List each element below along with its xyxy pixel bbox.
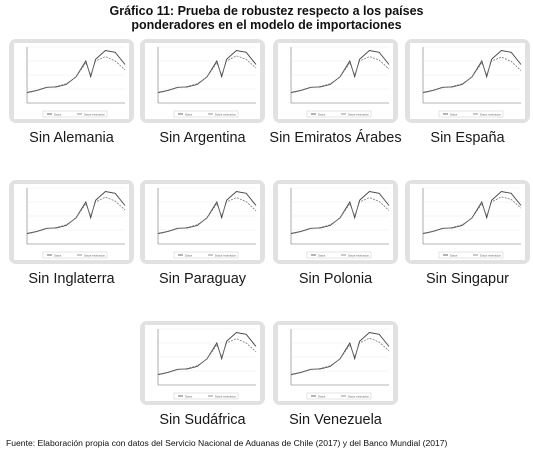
chart-card: Datos Datos estimados bbox=[9, 39, 134, 123]
line-chart: Datos Datos estimados bbox=[145, 43, 260, 119]
legend-label: Datos bbox=[185, 254, 193, 258]
legend-label: Datos estimados bbox=[348, 254, 369, 258]
line-chart: Datos Datos estimados bbox=[145, 184, 260, 260]
chart-card: Datos Datos estimados bbox=[405, 180, 530, 264]
legend-label: Datos estimados bbox=[215, 254, 236, 258]
series-line bbox=[290, 337, 390, 376]
legend-label: Datos bbox=[450, 113, 458, 117]
series-line bbox=[157, 50, 257, 93]
legend-label: Datos bbox=[450, 254, 458, 258]
legend-label: Datos bbox=[54, 113, 62, 117]
legend-box bbox=[438, 251, 504, 259]
legend-label: Datos estimados bbox=[348, 113, 369, 117]
legend-box bbox=[42, 251, 108, 259]
legend-label: Datos estimados bbox=[480, 254, 501, 258]
legend-label: Datos estimados bbox=[84, 113, 105, 117]
chart-card: Datos Datos estimados bbox=[140, 39, 265, 123]
plot-background bbox=[410, 184, 525, 260]
line-chart: Datos Datos estimados bbox=[14, 43, 129, 119]
figure-title: Gráfico 11: Prueba de robustez respecto … bbox=[0, 4, 533, 32]
plot-background bbox=[410, 43, 525, 119]
series-line bbox=[157, 55, 257, 94]
chart-card: Datos Datos estimados bbox=[140, 180, 265, 264]
series-line bbox=[422, 56, 522, 94]
legend-label: Datos estimados bbox=[348, 395, 369, 399]
series-line bbox=[157, 197, 257, 235]
plot-background bbox=[145, 184, 260, 260]
chart-card: Datos Datos estimados bbox=[273, 39, 398, 123]
chart-caption: Sin Paraguay bbox=[158, 271, 247, 287]
series-line bbox=[26, 191, 126, 234]
legend-box bbox=[173, 251, 239, 259]
chart-caption: Sin Venezuela bbox=[289, 412, 382, 428]
line-chart: Datos Datos estimados bbox=[278, 43, 393, 119]
legend-box bbox=[42, 110, 108, 118]
legend-label: Datos estimados bbox=[215, 395, 236, 399]
legend-box bbox=[438, 110, 504, 118]
figure-title-line-2: ponderadores en el modelo de importacion… bbox=[131, 18, 402, 32]
legend-label: Datos bbox=[318, 395, 326, 399]
series-line bbox=[422, 191, 522, 234]
series-line bbox=[290, 191, 390, 234]
chart-caption: Sin Polonia bbox=[298, 271, 373, 287]
plot-background bbox=[278, 43, 393, 119]
series-line bbox=[157, 332, 257, 375]
chart-caption: Sin Inglaterra bbox=[28, 271, 115, 287]
source-note: Fuente: Elaboración propia con datos del… bbox=[6, 438, 448, 448]
chart-caption: Sin Sudáfrica bbox=[159, 412, 246, 428]
plot-background bbox=[14, 43, 129, 119]
legend-label: Datos bbox=[185, 395, 193, 399]
series-line bbox=[157, 338, 257, 376]
chart-card: Datos Datos estimados bbox=[405, 39, 530, 123]
legend-box bbox=[306, 251, 372, 259]
line-chart: Datos Datos estimados bbox=[145, 325, 260, 401]
chart-caption: Sin Emiratos Árabes bbox=[269, 130, 402, 146]
series-line bbox=[422, 196, 522, 235]
legend-box bbox=[173, 392, 239, 400]
legend-label: Datos bbox=[318, 113, 326, 117]
chart-card: Datos Datos estimados bbox=[140, 321, 265, 405]
legend-label: Datos estimados bbox=[215, 113, 236, 117]
chart-caption: Sin España bbox=[430, 130, 505, 146]
legend-label: Datos bbox=[54, 254, 62, 258]
legend-label: Datos bbox=[318, 254, 326, 258]
line-chart: Datos Datos estimados bbox=[410, 43, 525, 119]
chart-caption: Sin Alemania bbox=[29, 130, 114, 146]
series-line bbox=[26, 56, 126, 94]
legend-label: Datos estimados bbox=[480, 113, 501, 117]
series-line bbox=[290, 50, 390, 93]
line-chart: Datos Datos estimados bbox=[410, 184, 525, 260]
chart-card: Datos Datos estimados bbox=[273, 321, 398, 405]
legend-box bbox=[173, 110, 239, 118]
chart-card: Datos Datos estimados bbox=[273, 180, 398, 264]
series-line bbox=[422, 50, 522, 93]
line-chart: Datos Datos estimados bbox=[278, 325, 393, 401]
legend-label: Datos estimados bbox=[84, 254, 105, 258]
plot-background bbox=[14, 184, 129, 260]
series-line bbox=[157, 191, 257, 234]
chart-card: Datos Datos estimados bbox=[9, 180, 134, 264]
chart-caption: Sin Singapur bbox=[425, 271, 510, 287]
legend-box bbox=[306, 392, 372, 400]
figure-title-line-1: Gráfico 11: Prueba de robustez respecto … bbox=[109, 4, 424, 18]
series-line bbox=[290, 332, 390, 375]
legend-box bbox=[306, 110, 372, 118]
plot-background bbox=[278, 184, 393, 260]
series-line bbox=[26, 196, 126, 235]
series-line bbox=[290, 197, 390, 235]
line-chart: Datos Datos estimados bbox=[278, 184, 393, 260]
plot-background bbox=[145, 325, 260, 401]
legend-label: Datos bbox=[185, 113, 193, 117]
chart-caption: Sin Argentina bbox=[159, 130, 246, 146]
plot-background bbox=[278, 325, 393, 401]
line-chart: Datos Datos estimados bbox=[14, 184, 129, 260]
series-line bbox=[290, 56, 390, 94]
series-line bbox=[26, 50, 126, 93]
plot-background bbox=[145, 43, 260, 119]
